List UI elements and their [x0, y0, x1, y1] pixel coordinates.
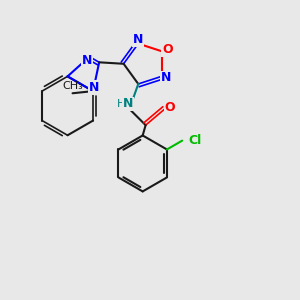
- Text: N: N: [123, 97, 133, 110]
- Text: N: N: [160, 71, 171, 84]
- Text: N: N: [133, 33, 143, 46]
- Text: H: H: [117, 99, 125, 109]
- Text: N: N: [89, 81, 99, 94]
- Text: O: O: [165, 101, 176, 114]
- Text: N: N: [82, 54, 92, 67]
- Text: O: O: [162, 43, 172, 56]
- Text: Cl: Cl: [189, 134, 202, 147]
- Text: CH₃: CH₃: [62, 81, 83, 91]
